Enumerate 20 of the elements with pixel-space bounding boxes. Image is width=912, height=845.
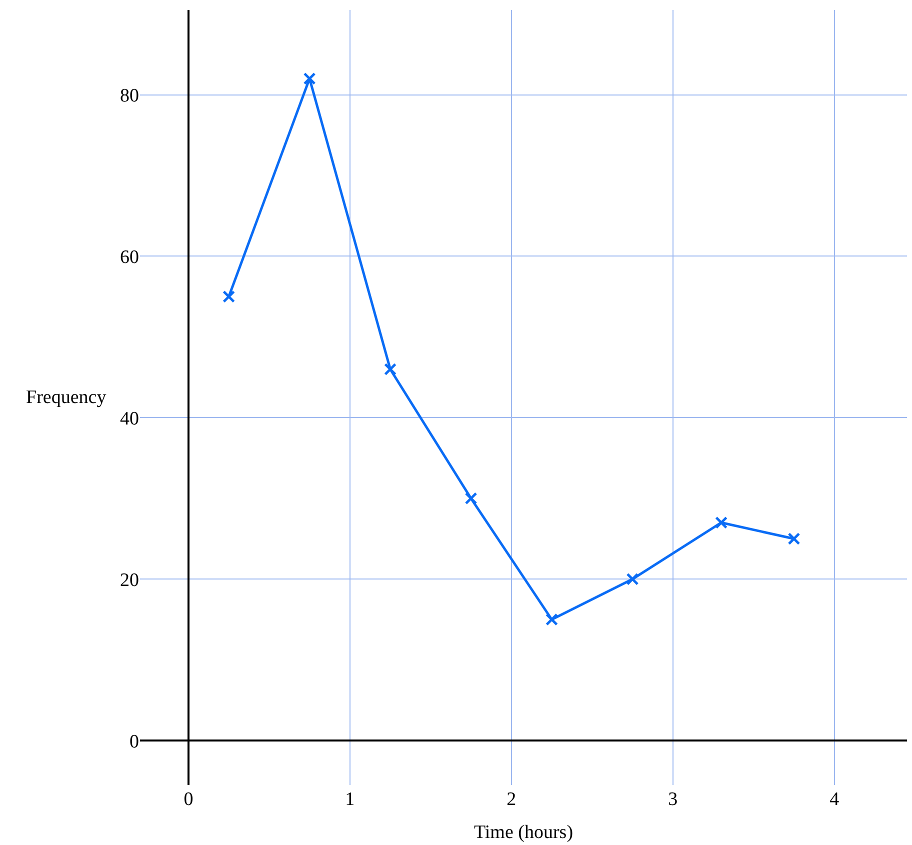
y-tick-label: 60 [120, 246, 139, 268]
y-tick-label: 80 [120, 85, 139, 106]
y-axis-title: Frequency [26, 387, 107, 408]
point [464, 492, 478, 505]
x-tick-label: 2 [506, 789, 516, 810]
y-tick-label: 0 [130, 731, 139, 752]
x-tick-label: 1 [345, 789, 355, 810]
point [626, 572, 639, 586]
point [384, 362, 397, 376]
point [303, 72, 316, 85]
x-axis-title: Time (hours) [474, 822, 574, 843]
x-tick-label: 3 [668, 789, 678, 810]
point [715, 516, 728, 529]
point [546, 613, 558, 626]
x-tick-label: 4 [830, 789, 840, 810]
y-tick-label: 20 [120, 570, 139, 591]
point [222, 290, 236, 303]
point [788, 532, 800, 546]
x-tick-label: 0 [184, 789, 194, 810]
y-tick-label: 40 [120, 408, 139, 430]
